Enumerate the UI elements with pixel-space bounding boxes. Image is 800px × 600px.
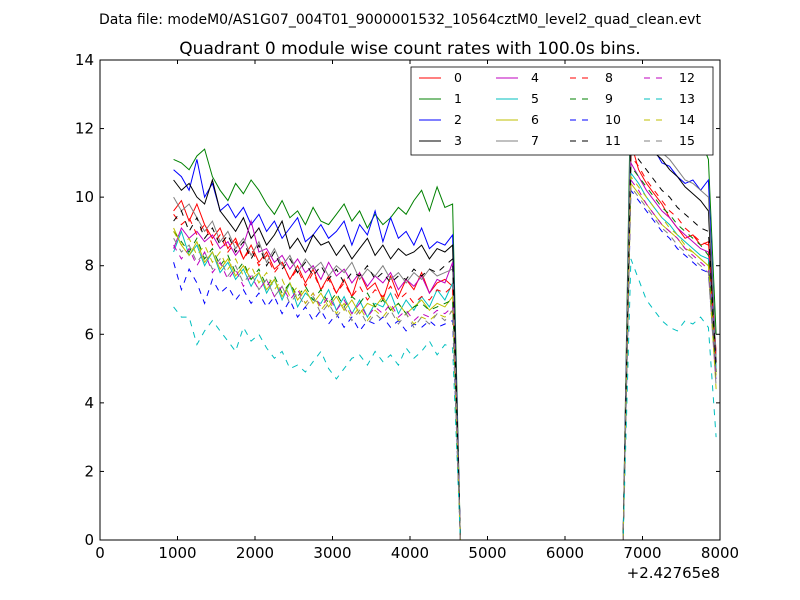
chart-suptitle: Data file: modeM0/AS1G07_004T01_90000015… bbox=[99, 12, 701, 28]
x-tick-label: 1000 bbox=[158, 544, 196, 562]
legend-label-3: 3 bbox=[454, 133, 462, 148]
x-tick-label: 3000 bbox=[313, 544, 351, 562]
x-tick-label: 8000 bbox=[701, 544, 739, 562]
series-line-10 bbox=[173, 188, 717, 540]
series-line-9 bbox=[173, 164, 717, 540]
y-tick-label: 8 bbox=[84, 257, 94, 275]
legend-label-6: 6 bbox=[531, 112, 539, 127]
legend-label-10: 10 bbox=[605, 112, 621, 127]
y-tick-label: 4 bbox=[84, 394, 94, 412]
y-tick-label: 14 bbox=[75, 51, 94, 69]
legend-label-2: 2 bbox=[454, 112, 462, 127]
x-offset-label: +2.42765e8 bbox=[627, 564, 720, 582]
y-tick-label: 2 bbox=[84, 462, 94, 480]
legend-label-4: 4 bbox=[531, 70, 539, 85]
series-line-8 bbox=[173, 154, 717, 540]
legend-label-14: 14 bbox=[679, 112, 695, 127]
y-tick-label: 0 bbox=[84, 531, 94, 549]
legend-frame bbox=[410, 66, 714, 156]
y-tick-label: 6 bbox=[84, 325, 94, 343]
x-tick-label: 2000 bbox=[236, 544, 274, 562]
legend-label-7: 7 bbox=[531, 133, 539, 148]
x-tick-label: 6000 bbox=[546, 544, 584, 562]
series-line-13 bbox=[173, 258, 717, 540]
series-line-0 bbox=[173, 142, 717, 540]
legend-label-0: 0 bbox=[454, 70, 462, 85]
legend-label-15: 15 bbox=[679, 133, 695, 148]
series-layer bbox=[173, 73, 717, 540]
legend-label-8: 8 bbox=[605, 70, 613, 85]
series-line-5 bbox=[173, 171, 717, 540]
legend-label-9: 9 bbox=[605, 91, 613, 106]
x-tick-label: 4000 bbox=[391, 544, 429, 562]
legend-label-12: 12 bbox=[679, 70, 695, 85]
x-tick-label: 5000 bbox=[468, 544, 506, 562]
legend-label-1: 1 bbox=[454, 91, 462, 106]
ticks-layer: 0 1000 2000 3000 4000 5000 6000 7000 80000246810… bbox=[75, 51, 739, 562]
y-tick-label: 10 bbox=[75, 188, 94, 206]
series-line-14 bbox=[173, 175, 717, 540]
legend-label-11: 11 bbox=[605, 133, 621, 148]
legend-label-5: 5 bbox=[531, 91, 539, 106]
series-line-3 bbox=[173, 134, 717, 540]
x-tick-label: 7000 bbox=[623, 544, 661, 562]
series-line-15 bbox=[173, 185, 717, 540]
chart-title: Quadrant 0 module wise count rates with … bbox=[179, 39, 640, 59]
y-tick-label: 12 bbox=[75, 120, 94, 138]
x-tick-label: 0 bbox=[95, 544, 105, 562]
legend-label-13: 13 bbox=[679, 91, 695, 106]
series-line-11 bbox=[173, 147, 717, 540]
